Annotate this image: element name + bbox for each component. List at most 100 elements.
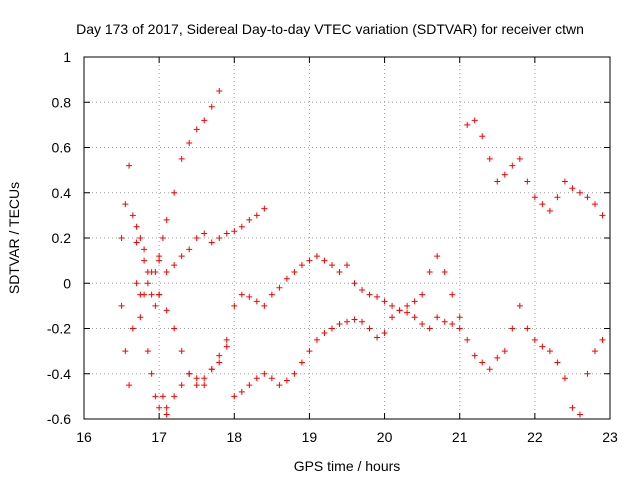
data-point xyxy=(396,307,403,314)
data-point xyxy=(344,262,350,269)
data-point xyxy=(223,230,230,237)
data-point xyxy=(216,352,223,359)
data-point xyxy=(449,320,456,327)
data-point xyxy=(313,253,320,260)
data-point xyxy=(336,320,343,327)
data-point xyxy=(464,121,471,128)
x-tick-label: 17 xyxy=(151,429,167,445)
data-point xyxy=(539,201,546,208)
y-tick-label: 0.8 xyxy=(52,94,72,110)
data-point xyxy=(186,370,193,377)
data-point xyxy=(201,230,208,237)
data-point xyxy=(313,336,320,343)
data-point xyxy=(141,246,148,253)
data-point xyxy=(186,246,193,253)
y-tick-label: -0.6 xyxy=(47,411,71,427)
data-point xyxy=(531,336,538,343)
data-point xyxy=(471,117,478,124)
data-point xyxy=(366,325,373,332)
data-point xyxy=(178,253,185,260)
grid xyxy=(84,57,610,419)
data-point xyxy=(201,375,208,382)
data-point xyxy=(129,325,136,332)
data-point xyxy=(159,393,166,400)
data-point xyxy=(291,268,298,275)
data-point xyxy=(434,253,441,260)
data-point xyxy=(268,291,275,298)
data-point xyxy=(163,411,170,418)
data-point xyxy=(404,309,411,316)
data-point xyxy=(591,348,598,355)
data-point xyxy=(178,382,185,389)
data-point xyxy=(144,280,151,287)
chart-title: Day 173 of 2017, Sidereal Day-to-day VTE… xyxy=(76,21,584,37)
data-point xyxy=(253,298,260,305)
data-point xyxy=(321,257,328,264)
data-point xyxy=(223,343,230,350)
data-point xyxy=(163,216,170,223)
data-point xyxy=(554,194,561,201)
data-point xyxy=(328,325,335,332)
data-point xyxy=(344,318,350,325)
x-tick-label: 20 xyxy=(377,429,393,445)
data-point xyxy=(231,393,238,400)
data-point xyxy=(531,194,538,201)
data-point xyxy=(208,239,215,246)
data-point xyxy=(246,216,253,223)
data-point xyxy=(126,162,133,169)
axis-ticks: 16 17 18 19 20 21 22 23 -0.6 -0.4 -0.2 0 0.2 0.4 0.6 0.… xyxy=(47,49,618,445)
data-point xyxy=(261,205,268,212)
data-point xyxy=(479,359,486,366)
data-point xyxy=(152,302,159,309)
data-point xyxy=(171,262,178,269)
data-point xyxy=(238,223,245,230)
data-point xyxy=(156,257,163,264)
data-point xyxy=(253,212,260,219)
data-point xyxy=(584,194,591,201)
data-point xyxy=(276,382,283,389)
data-point xyxy=(509,162,516,169)
data-point xyxy=(246,293,253,300)
data-point xyxy=(171,325,178,332)
data-point xyxy=(156,291,163,298)
data-point xyxy=(554,359,561,366)
x-tick-label: 22 xyxy=(527,429,543,445)
data-point xyxy=(569,404,576,411)
y-tick-label: 1 xyxy=(63,49,71,65)
data-point xyxy=(456,314,463,321)
data-point xyxy=(336,268,343,275)
data-point xyxy=(238,388,245,395)
data-point xyxy=(546,348,553,355)
data-point xyxy=(321,330,328,337)
data-point xyxy=(152,393,159,400)
data-point xyxy=(193,126,200,133)
data-point xyxy=(231,302,238,309)
data-point xyxy=(328,262,335,269)
y-tick-label: 0.2 xyxy=(52,230,72,246)
x-tick-label: 23 xyxy=(602,429,618,445)
data-point xyxy=(426,268,433,275)
y-tick-label: -0.4 xyxy=(47,366,71,382)
series-track-2 xyxy=(118,280,170,418)
data-point xyxy=(208,366,215,373)
data-point xyxy=(509,325,516,332)
data-point xyxy=(193,235,200,241)
data-point xyxy=(171,189,178,196)
y-tick-label: 0.6 xyxy=(52,140,72,156)
data-point xyxy=(137,291,144,298)
data-point xyxy=(456,325,463,332)
data-point xyxy=(366,291,373,298)
data-point xyxy=(494,354,501,361)
data-point xyxy=(216,359,223,366)
data-point xyxy=(486,155,493,162)
y-axis-label: SDTVAR / TECUs xyxy=(6,182,22,294)
x-tick-label: 18 xyxy=(226,429,242,445)
data-point xyxy=(404,302,411,309)
data-point xyxy=(126,382,133,389)
data-point xyxy=(201,117,208,124)
data-point xyxy=(441,268,448,275)
data-point xyxy=(261,302,268,309)
series-track-5 xyxy=(156,253,463,389)
data-point xyxy=(163,268,170,275)
